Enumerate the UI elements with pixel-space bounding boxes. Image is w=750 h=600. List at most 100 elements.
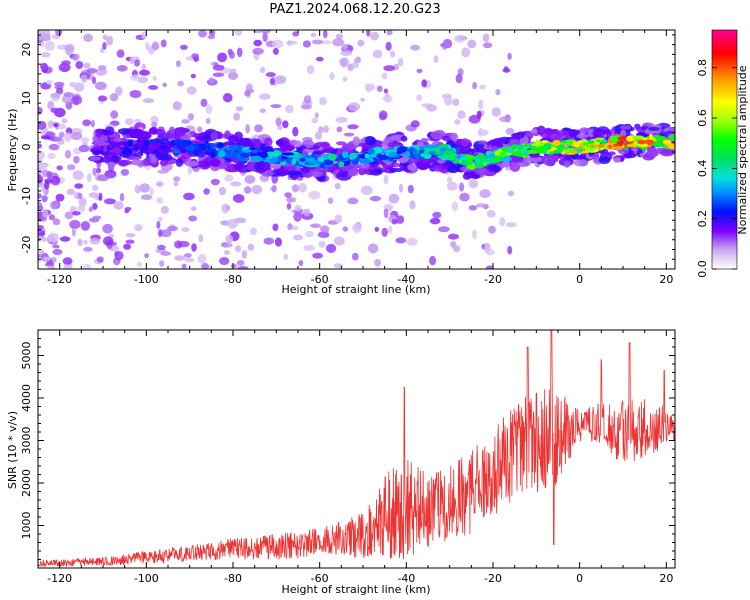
heatmap-cell (86, 68, 98, 74)
colorbar-tick-label: 0.6 (696, 109, 709, 127)
snr-y-tick-label: 2000 (20, 469, 33, 497)
heatmap-cell (441, 135, 450, 142)
heatmap-cell (447, 164, 460, 174)
heatmap-cell (109, 93, 119, 102)
heatmap-cell (210, 178, 220, 186)
heatmap-cell (47, 120, 54, 129)
heatmap-cell (163, 148, 172, 153)
heatmap-cell (141, 31, 147, 40)
heatmap-cell (229, 148, 235, 154)
heatmap-cell (372, 146, 383, 154)
heatmap-cell (397, 146, 406, 152)
heatmap-cell (305, 230, 314, 238)
heatmap-cell (205, 148, 213, 153)
heatmap-cell (150, 155, 158, 164)
heatmap-cell (226, 219, 238, 229)
heatmap-cell (46, 170, 53, 179)
heatmap-y-tick-label: -10 (20, 187, 33, 205)
heatmap-cell (381, 227, 388, 237)
heatmap-cell (648, 126, 660, 131)
heatmap-cell (59, 236, 71, 242)
heatmap-cell (39, 62, 48, 71)
heatmap-cell (388, 193, 400, 204)
heatmap-cell (264, 137, 273, 147)
heatmap-cell (391, 218, 398, 225)
heatmap-cell (123, 147, 132, 152)
heatmap-cell (321, 40, 332, 45)
heatmap-cell (365, 135, 376, 146)
heatmap-cell (598, 156, 611, 165)
heatmap-cell (457, 110, 466, 119)
heatmap-cell (72, 170, 84, 181)
heatmap-cell (397, 57, 404, 67)
heatmap-cell (596, 126, 610, 134)
heatmap-cell (74, 183, 84, 189)
heatmap-cell (38, 193, 42, 199)
heatmap-cell (366, 30, 371, 37)
heatmap-cell (125, 233, 136, 238)
heatmap-cell (102, 42, 107, 50)
heatmap-cell (389, 167, 404, 173)
heatmap-cell (462, 172, 472, 180)
heatmap-cell (407, 184, 414, 194)
heatmap-cell (222, 93, 233, 103)
heatmap-cell (38, 248, 45, 255)
heatmap-cell (112, 155, 119, 164)
heatmap-cell (294, 204, 302, 212)
heatmap-cell (421, 79, 428, 88)
heatmap-cell (252, 149, 258, 153)
heatmap-cell (335, 116, 348, 123)
heatmap-x-tick-label: 0 (576, 273, 583, 286)
heatmap-cell (668, 134, 675, 141)
heatmap-cell (601, 139, 608, 145)
heatmap-cell (89, 237, 101, 245)
heatmap-cell (82, 263, 92, 269)
heatmap-cell (488, 225, 496, 234)
heatmap-cell (505, 127, 515, 135)
heatmap-cell (197, 253, 207, 264)
figure-title: PAZ1.2024.068.12.20.G23 (269, 2, 441, 17)
heatmap-cell (113, 147, 121, 154)
heatmap-cell (70, 132, 83, 141)
heatmap-cell (54, 81, 65, 87)
heatmap-cell (61, 118, 68, 124)
heatmap-cell (534, 139, 541, 147)
heatmap-cell (38, 150, 45, 160)
heatmap-cell (372, 49, 383, 59)
colorbar-ticks: 0.0 0.2 0.4 0.6 0.8 (696, 59, 737, 278)
heatmap-cell (42, 209, 49, 218)
heatmap-cell (383, 88, 389, 94)
heatmap-cell (236, 260, 245, 266)
heatmap-cell (512, 150, 522, 157)
heatmap-cell (285, 104, 294, 114)
heatmap-cell (200, 263, 210, 269)
heatmap-cell (293, 140, 302, 148)
heatmap-cell (55, 87, 64, 95)
heatmap-cell (291, 158, 297, 165)
heatmap-cell (157, 244, 166, 250)
heatmap-cell (46, 80, 53, 85)
heatmap-cell (352, 223, 362, 233)
heatmap-cell (347, 124, 359, 130)
heatmap-cell (429, 255, 437, 266)
heatmap-cell (307, 162, 313, 166)
heatmap-cell (130, 159, 145, 166)
heatmap-x-tick-label: -20 (484, 273, 502, 286)
heatmap-cell (614, 145, 623, 151)
heatmap-cell (382, 72, 388, 80)
heatmap-cell (97, 95, 108, 102)
heatmap-cell (149, 126, 158, 135)
heatmap-cell (634, 123, 641, 130)
heatmap-cell (186, 86, 197, 95)
heatmap-cell (174, 255, 186, 261)
heatmap-cell (254, 124, 263, 133)
heatmap-cell (325, 243, 337, 253)
heatmap-cell (387, 225, 393, 234)
heatmap-cell (489, 153, 496, 159)
heatmap-cell (367, 243, 379, 254)
heatmap-cell (253, 39, 262, 47)
heatmap-cell (184, 160, 199, 167)
heatmap-cell (148, 85, 159, 90)
heatmap-cell (235, 106, 244, 112)
heatmap-cell (437, 159, 446, 164)
